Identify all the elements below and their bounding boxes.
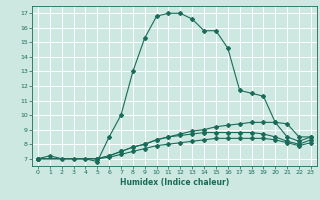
X-axis label: Humidex (Indice chaleur): Humidex (Indice chaleur) (120, 178, 229, 187)
